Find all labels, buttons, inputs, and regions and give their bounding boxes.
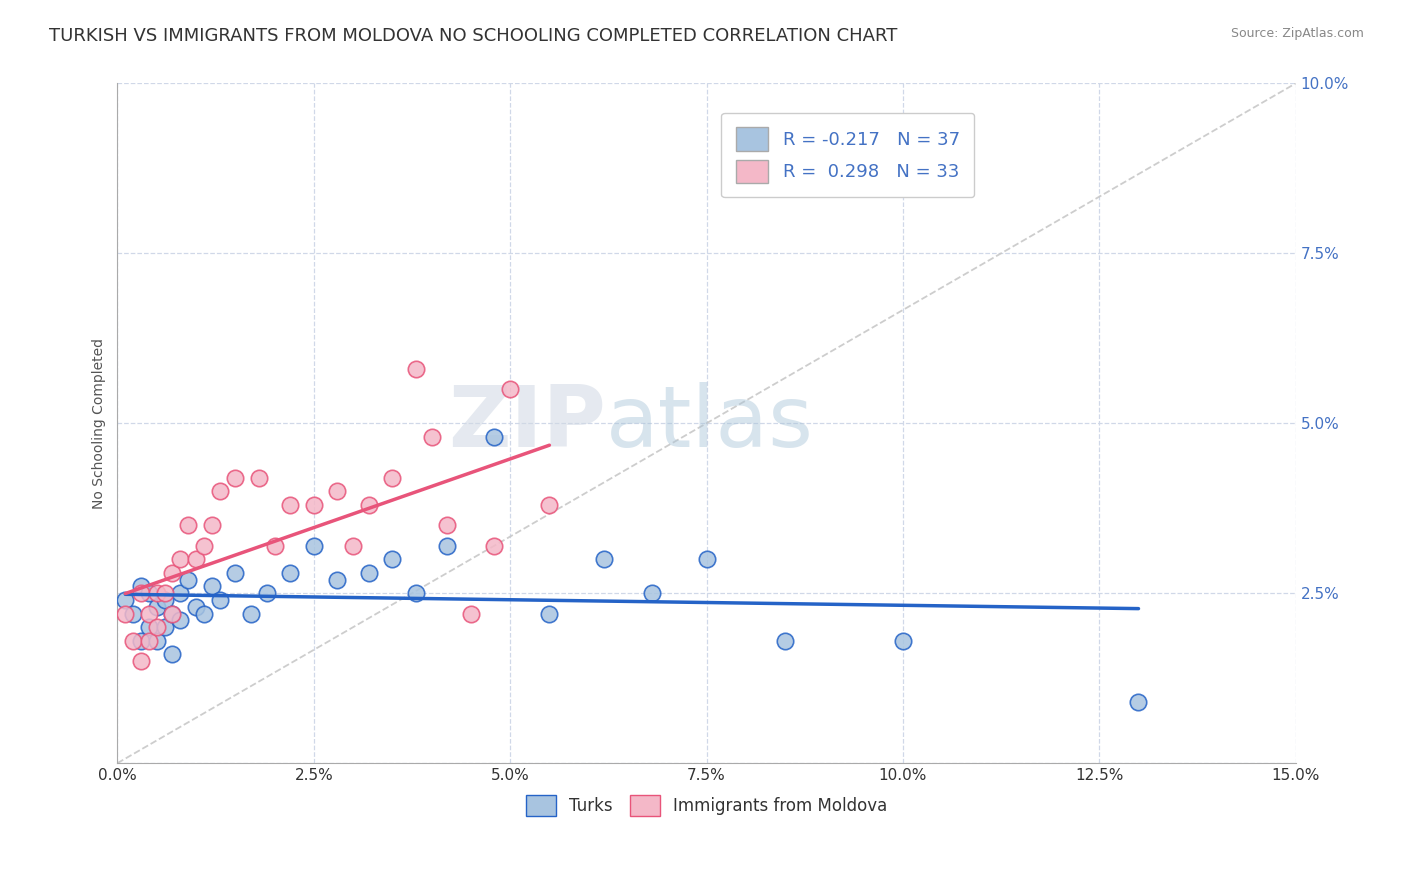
Point bbox=[326, 573, 349, 587]
Point bbox=[201, 579, 224, 593]
Point bbox=[381, 470, 404, 484]
Point bbox=[162, 566, 184, 580]
Point bbox=[208, 593, 231, 607]
Point bbox=[460, 607, 482, 621]
Point bbox=[114, 593, 136, 607]
Point bbox=[773, 633, 796, 648]
Point bbox=[256, 586, 278, 600]
Point bbox=[162, 607, 184, 621]
Text: TURKISH VS IMMIGRANTS FROM MOLDOVA NO SCHOOLING COMPLETED CORRELATION CHART: TURKISH VS IMMIGRANTS FROM MOLDOVA NO SC… bbox=[49, 27, 897, 45]
Point bbox=[302, 498, 325, 512]
Point bbox=[129, 654, 152, 668]
Point bbox=[239, 607, 262, 621]
Point bbox=[138, 633, 160, 648]
Point bbox=[145, 620, 167, 634]
Point bbox=[129, 586, 152, 600]
Y-axis label: No Schooling Completed: No Schooling Completed bbox=[93, 338, 107, 508]
Point bbox=[169, 552, 191, 566]
Point bbox=[263, 539, 285, 553]
Point bbox=[278, 498, 301, 512]
Point bbox=[177, 518, 200, 533]
Point bbox=[357, 566, 380, 580]
Point bbox=[138, 607, 160, 621]
Point bbox=[381, 552, 404, 566]
Point bbox=[145, 599, 167, 614]
Point bbox=[247, 470, 270, 484]
Point bbox=[169, 614, 191, 628]
Point bbox=[208, 484, 231, 499]
Point bbox=[129, 633, 152, 648]
Point bbox=[420, 430, 443, 444]
Point bbox=[405, 586, 427, 600]
Point bbox=[201, 518, 224, 533]
Point bbox=[153, 620, 176, 634]
Point bbox=[278, 566, 301, 580]
Point bbox=[184, 552, 207, 566]
Point bbox=[177, 573, 200, 587]
Point bbox=[162, 648, 184, 662]
Point bbox=[538, 498, 561, 512]
Point bbox=[145, 633, 167, 648]
Point bbox=[695, 552, 717, 566]
Point bbox=[153, 593, 176, 607]
Point bbox=[484, 430, 506, 444]
Text: ZIP: ZIP bbox=[449, 382, 606, 465]
Legend: Turks, Immigrants from Moldova: Turks, Immigrants from Moldova bbox=[519, 788, 894, 822]
Point bbox=[357, 498, 380, 512]
Point bbox=[499, 382, 522, 396]
Point bbox=[484, 539, 506, 553]
Point bbox=[405, 362, 427, 376]
Point bbox=[145, 586, 167, 600]
Point bbox=[138, 620, 160, 634]
Point bbox=[342, 539, 364, 553]
Point bbox=[122, 607, 145, 621]
Point bbox=[640, 586, 662, 600]
Point bbox=[153, 586, 176, 600]
Point bbox=[114, 607, 136, 621]
Point bbox=[1128, 695, 1150, 709]
Point bbox=[224, 566, 246, 580]
Point bbox=[129, 579, 152, 593]
Point bbox=[224, 470, 246, 484]
Point bbox=[193, 539, 215, 553]
Point bbox=[302, 539, 325, 553]
Point bbox=[538, 607, 561, 621]
Point bbox=[436, 518, 458, 533]
Point bbox=[138, 586, 160, 600]
Point bbox=[593, 552, 616, 566]
Point bbox=[184, 599, 207, 614]
Point bbox=[169, 586, 191, 600]
Point bbox=[193, 607, 215, 621]
Point bbox=[436, 539, 458, 553]
Text: atlas: atlas bbox=[606, 382, 814, 465]
Point bbox=[891, 633, 914, 648]
Text: Source: ZipAtlas.com: Source: ZipAtlas.com bbox=[1230, 27, 1364, 40]
Point bbox=[162, 607, 184, 621]
Point bbox=[122, 633, 145, 648]
Point bbox=[326, 484, 349, 499]
